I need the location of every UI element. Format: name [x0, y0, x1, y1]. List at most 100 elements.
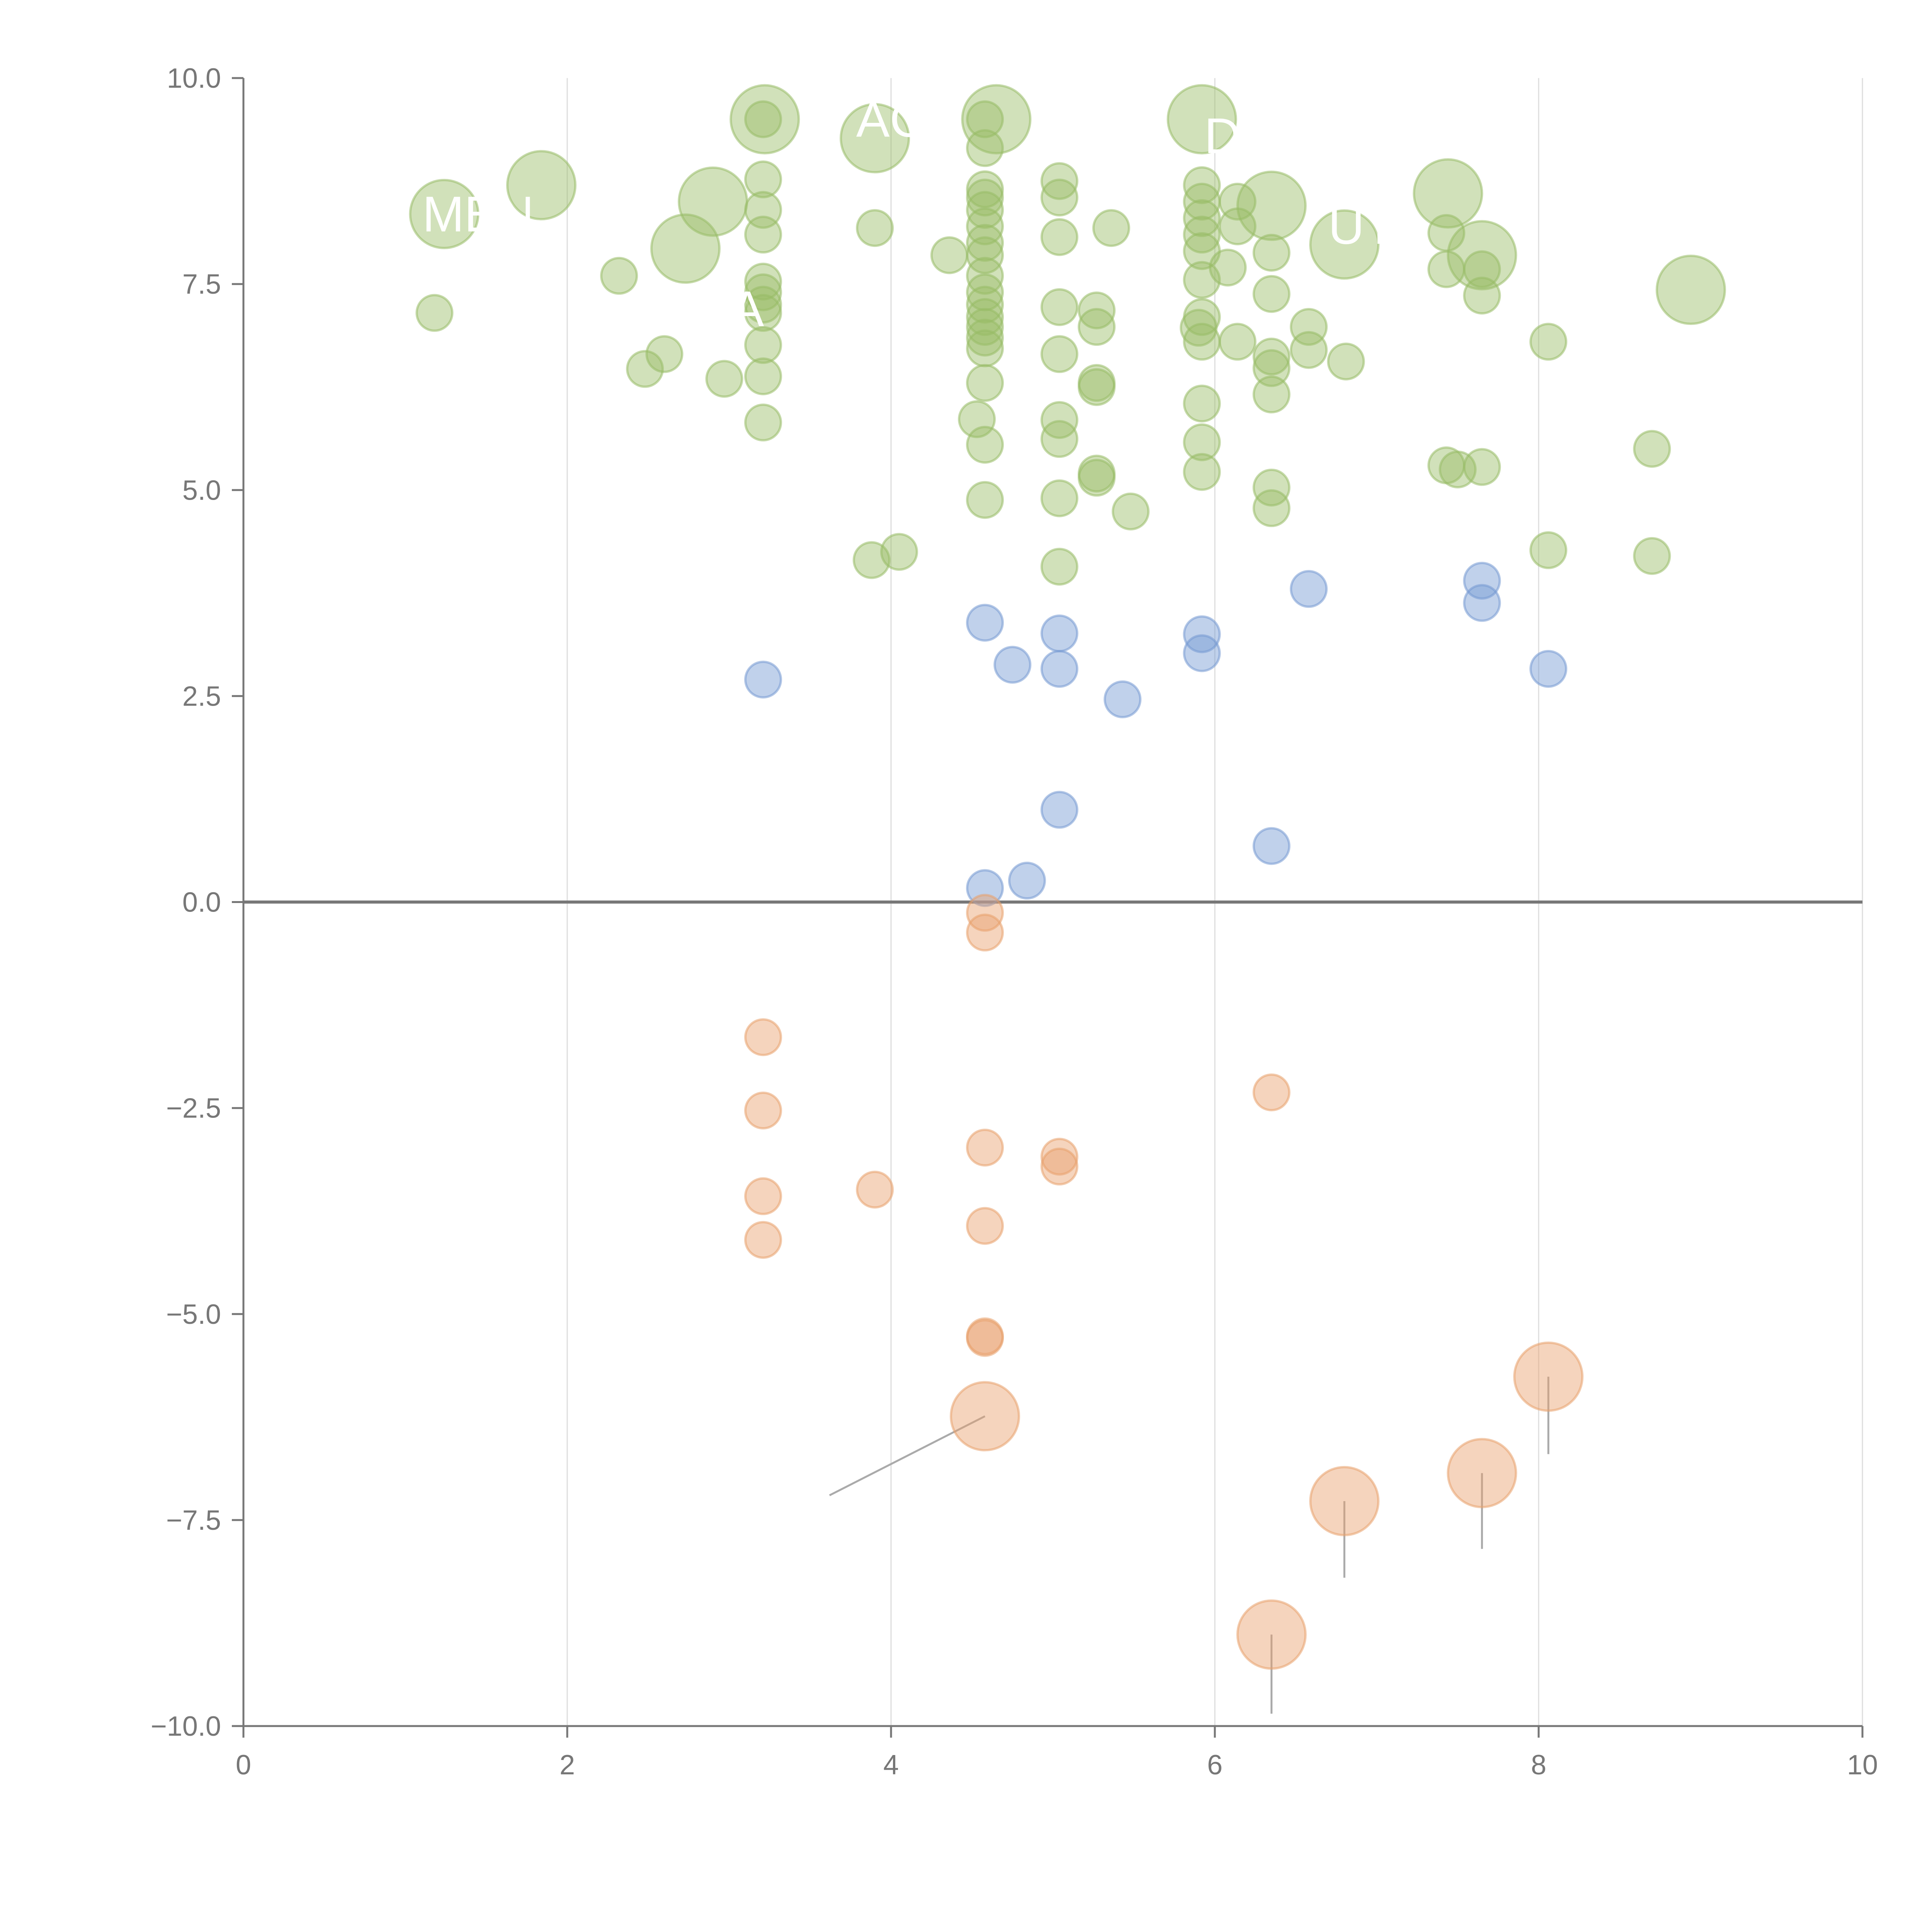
bubble-up [1078, 308, 1116, 346]
bubble-up [1040, 288, 1078, 326]
bubble-up [1413, 158, 1483, 229]
bubble-up [744, 100, 782, 138]
bubble-up [1209, 248, 1247, 287]
bubble-down [856, 1170, 894, 1209]
bubble-down [1040, 1138, 1078, 1176]
x-tick-label: 2 [560, 1750, 575, 1781]
bubble-up [600, 257, 638, 295]
bubble-up [966, 191, 1004, 229]
bubble-up [1252, 375, 1291, 413]
bubble-up [1183, 216, 1221, 254]
bubble-neutral [993, 646, 1032, 684]
bubble-neutral [1252, 827, 1291, 865]
bubble-up [744, 326, 782, 364]
bubble-neutral [966, 604, 1004, 642]
bubble-up [1183, 384, 1221, 423]
bubble-up [1252, 337, 1291, 376]
bubble-up [856, 209, 894, 247]
x-tick-label: 4 [883, 1750, 899, 1781]
bubble-up [1040, 162, 1078, 200]
bubble-up [1040, 420, 1078, 458]
bubble-down [966, 894, 1004, 932]
bubble-down [1040, 1148, 1078, 1186]
bubble-down [744, 1092, 782, 1130]
bubble-up [744, 216, 782, 254]
bubble-up [966, 425, 1004, 464]
bubble-up [744, 273, 782, 311]
bubble-neutral [744, 660, 782, 699]
bubble-up [650, 213, 721, 284]
bubble-down [744, 1177, 782, 1215]
bubble-neutral [1463, 561, 1501, 600]
bubble-up [966, 481, 1004, 519]
y-tick-label: −10.0 [151, 1711, 221, 1742]
bubble-up [966, 224, 1004, 262]
leader-line [1482, 250, 1515, 256]
bubble-up [966, 100, 1004, 138]
bubble-neutral [1040, 650, 1078, 688]
bubble-up [966, 364, 1004, 402]
bubble-labels: MEN NA AC DA UTI [422, 91, 1409, 337]
bubble-neutral [1040, 614, 1078, 653]
bubble-up [1290, 331, 1328, 369]
bubble-up [1183, 453, 1221, 491]
bubble-down [744, 1018, 782, 1056]
bubble-up [1218, 323, 1257, 361]
x-tick-label: 10 [1847, 1750, 1878, 1781]
bubble-neutral [1040, 791, 1078, 829]
bubble-up [966, 236, 1004, 274]
bubble-up [966, 170, 1004, 208]
bubble-up [1309, 209, 1380, 280]
bubble-up [966, 179, 1004, 217]
bubble-up [930, 236, 968, 274]
bubble-up [1092, 209, 1130, 247]
bubble-up [1463, 250, 1501, 288]
bubble-down [1236, 1599, 1307, 1670]
bubble-up [1633, 537, 1671, 575]
bubble-up [744, 286, 782, 324]
bubble-up [1252, 234, 1291, 272]
axes [242, 78, 1862, 1727]
bubble-up [1183, 423, 1221, 461]
bubble-label: MEN [422, 186, 534, 242]
leader-line [1424, 192, 1449, 219]
bubble-neutral [1290, 570, 1328, 608]
bubbles [409, 84, 1726, 1670]
bubble-label: UTI [1328, 198, 1409, 255]
bubble-down [966, 1128, 1004, 1167]
bubble-up [1655, 255, 1726, 325]
bubble-up [1633, 430, 1671, 468]
bubble-up [1112, 492, 1150, 531]
bubble-up [1252, 489, 1291, 527]
bubble-up [966, 207, 1004, 245]
bubble-up [966, 257, 1004, 295]
leader-line [663, 248, 686, 266]
bubble-up [966, 308, 1004, 346]
bubble-up [1040, 548, 1078, 586]
bubble-up [1218, 207, 1257, 245]
bubble-up [966, 318, 1004, 357]
bubble-up [626, 350, 664, 388]
bubble-up [1427, 250, 1466, 288]
bubble-up [1183, 199, 1221, 237]
bubble-label: NA [694, 281, 764, 337]
leader-lines [443, 110, 1692, 1714]
bubble-neutral [1183, 634, 1221, 672]
bubble-up [1252, 275, 1291, 313]
bubble-label: AC [856, 91, 926, 148]
bubble-up [1427, 214, 1466, 252]
bubble-up [744, 357, 782, 395]
bubble-neutral [1463, 584, 1501, 622]
bubble-up [1078, 368, 1116, 406]
bubble-up [966, 298, 1004, 336]
y-tick-label: 5.0 [182, 475, 221, 506]
bubble-up [1252, 468, 1291, 507]
bubble-up [409, 179, 480, 249]
bubble-down [1309, 1466, 1380, 1536]
bubble-down [744, 1221, 782, 1259]
y-tick-label: 10.0 [167, 63, 221, 94]
bubble-up [506, 150, 577, 221]
bubble-up [880, 533, 918, 571]
y-tick-label: 2.5 [182, 681, 221, 712]
